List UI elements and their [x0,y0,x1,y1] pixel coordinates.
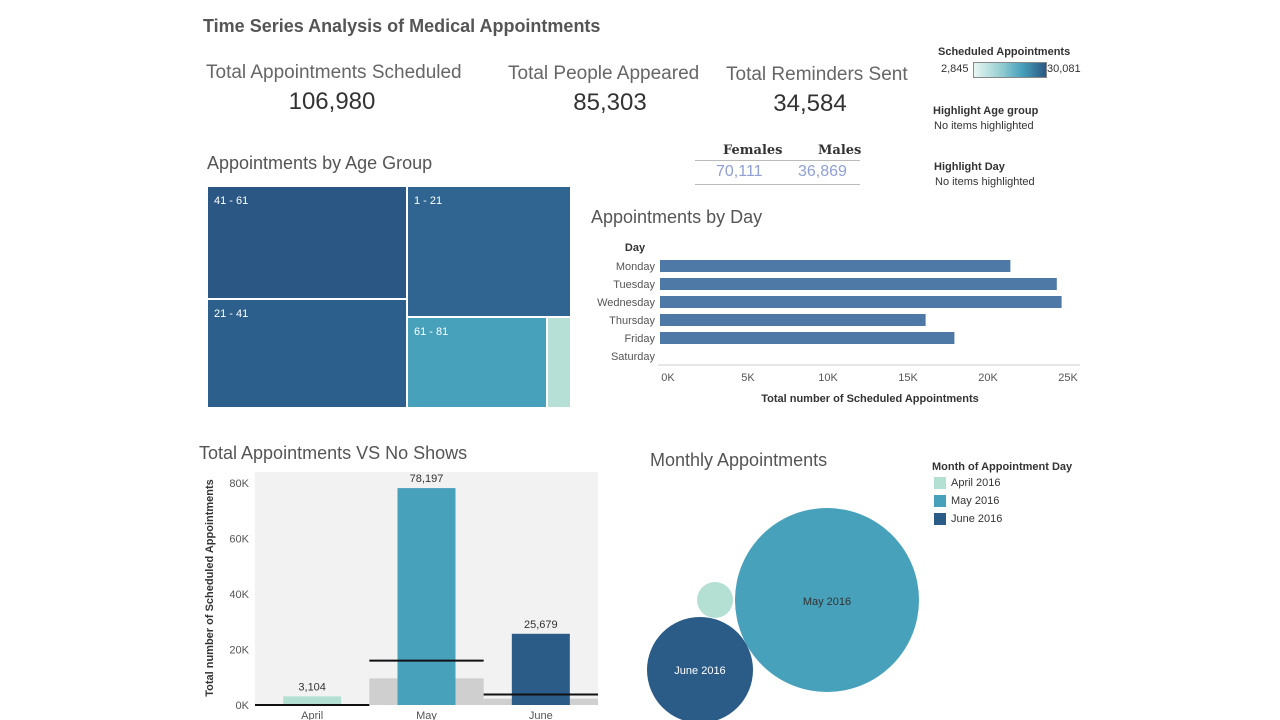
june-swatch [934,513,946,526]
day-label-saturday: Saturday [611,351,656,363]
day-bar-chart: Day Monday Tuesday Wednesday Thursday Friday S… [597,242,1080,405]
day-tick-0: 0K [661,372,675,384]
month-tick-3: 60K [229,534,249,546]
treemap-cell-21-41[interactable]: 21 - 41 [207,299,407,408]
treemap-cell-1-21[interactable]: 1 - 21 [407,186,571,317]
kpi-scheduled-value: 106,980 [288,88,376,115]
treemap-cell-81-plus[interactable] [547,317,571,408]
bubble-april[interactable] [697,582,733,618]
scheduled-legend-title: Scheduled Appointments [938,46,1071,58]
treemap-cell-41-61[interactable]: 41 - 61 [207,186,407,299]
kpi-appeared-value: 85,303 [573,89,647,116]
highlight-day-value[interactable]: No items highlighted [935,176,1035,188]
month-bar-april[interactable] [283,696,342,705]
day-tick-4: 20K [978,372,998,384]
day-label-monday: Monday [616,261,656,273]
day-bar-wednesday[interactable] [660,296,1062,308]
treemap-label-21-41: 21 - 41 [214,308,249,320]
day-chart-title: Appointments by Day [591,207,763,227]
age-treemap: 41 - 61 21 - 41 1 - 21 61 - 81 [207,186,571,408]
month-legend-item-april[interactable]: April 2016 [934,477,1001,490]
day-x-axis-title: Total number of Scheduled Appointments [761,393,979,405]
month-legend-title: Month of Appointment Day [932,461,1073,473]
treemap-label-61-81: 61 - 81 [414,326,449,338]
month-value-label-may: 78,197 [410,473,444,485]
month-legend-item-may[interactable]: May 2016 [934,495,1000,508]
gender-table: Females Males 70,111 36,869 [695,143,862,185]
treemap-label-1-21: 1 - 21 [414,195,443,207]
treemap-label-41-61: 41 - 61 [214,195,249,207]
noshow-bar-chart: 0K 20K 40K 60K 80K Total number of Scheduled … [204,472,598,720]
day-axis-header: Day [625,242,646,254]
month-legend-label-april: April 2016 [951,477,1001,489]
dashboard-title: Time Series Analysis of Medical Appointm… [203,16,601,36]
bubble-may[interactable] [735,508,919,692]
gender-bottom-rule [695,184,860,185]
day-label-tuesday: Tuesday [613,279,655,291]
month-legend-label-may: May 2016 [951,495,1000,507]
bubble-chart: May 2016 June 2016 [647,508,919,720]
day-tick-2: 10K [818,372,838,384]
kpi-scheduled-label: Total Appointments Scheduled [206,62,462,83]
scheduled-legend-max: 30,081 [1047,63,1081,75]
day-tick-1: 5K [741,372,755,384]
month-category-label-june: June [529,710,553,720]
day-label-friday: Friday [624,333,655,345]
scheduled-legend-min: 2,845 [941,63,969,75]
month-legend-item-june[interactable]: June 2016 [934,513,1003,526]
month-bar-may[interactable] [397,488,456,705]
month-tick-4: 80K [229,478,249,490]
day-tick-5: 25K [1058,372,1078,384]
month-value-label-june: 25,679 [524,619,558,631]
month-tick-1: 20K [229,645,249,657]
may-swatch [934,495,946,508]
highlight-age-value[interactable]: No items highlighted [934,120,1034,132]
scheduled-color-ramp[interactable] [973,62,1047,78]
males-header: Males [818,143,862,158]
highlight-age-title: Highlight Age group [933,105,1039,117]
kpi-reminders-value: 34,584 [773,90,847,117]
females-header: Females [723,143,783,158]
highlight-day-title: Highlight Day [934,161,1005,173]
day-bar-monday[interactable] [660,260,1011,272]
month-tick-0: 0K [236,700,250,712]
age-chart-title: Appointments by Age Group [207,153,433,173]
day-bar-friday[interactable] [660,332,955,344]
bubble-june[interactable] [647,617,753,720]
month-bar-june[interactable] [511,633,570,705]
treemap-cell-61-81[interactable]: 61 - 81 [407,317,547,408]
day-bar-tuesday[interactable] [660,278,1057,290]
bubble-chart-title: Monthly Appointments [650,450,828,470]
noshow-chart-title: Total Appointments VS No Shows [199,443,468,463]
males-value: 36,869 [798,163,847,180]
month-legend-label-june: June 2016 [951,513,1003,525]
month-y-axis-title: Total number of Scheduled Appointments [204,479,216,697]
month-category-label-april: April [301,710,323,720]
day-bar-thursday[interactable] [660,314,926,326]
females-value: 70,111 [716,163,763,180]
day-tick-3: 15K [898,372,918,384]
bubble-june-label: June 2016 [674,665,725,677]
month-category-label-may: May [416,710,437,720]
gender-divider [695,160,860,161]
day-label-thursday: Thursday [609,315,655,327]
month-tick-2: 40K [229,589,249,601]
april-swatch [934,477,946,490]
kpi-appeared-label: Total People Appeared [508,63,700,84]
kpi-reminders-label: Total Reminders Sent [726,64,908,85]
month-value-label-april: 3,104 [298,681,326,693]
bubble-may-label: May 2016 [803,596,851,608]
day-label-wednesday: Wednesday [597,297,655,309]
